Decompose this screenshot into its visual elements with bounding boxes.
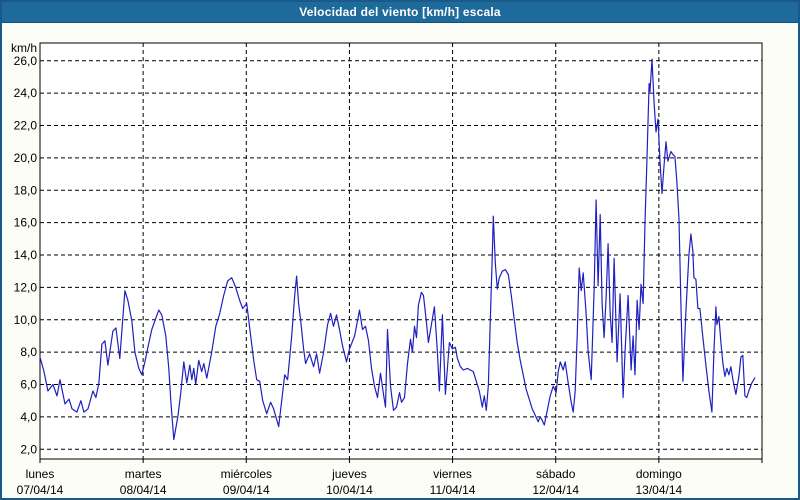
chart-title: Velocidad del viento [km/h] escala	[299, 5, 501, 19]
y-tick-label: 26,0	[14, 54, 38, 68]
y-tick-label: 12,0	[14, 280, 38, 294]
chart-area: 2,0 4,0 6,0 8,0 10,0 12,0 14,0 16,0 18,0 20,0 22,0…	[2, 23, 798, 498]
wind-speed-chart: 2,0 4,0 6,0 8,0 10,0 12,0 14,0 16,0 18,0 20,0 22,0…	[11, 41, 763, 497]
y-tick-label: 8,0	[20, 345, 37, 359]
title-bar: Velocidad del viento [km/h] escala	[2, 2, 798, 23]
y-tick-label: 6,0	[20, 378, 37, 392]
wind-speed-series-line	[39, 58, 756, 441]
x-day-name-label: miércoles	[221, 467, 272, 481]
y-tick-label: 20,0	[14, 151, 38, 165]
x-day-name-label: sábado	[536, 467, 576, 481]
y-tick-label: 22,0	[14, 119, 38, 133]
y-tick-label: 24,0	[14, 86, 38, 100]
x-day-date-label: 09/04/14	[223, 483, 270, 497]
y-axis-unit-label: km/h	[11, 41, 37, 55]
x-day-name-label: lunes	[26, 467, 55, 481]
x-day-date-label: 11/04/14	[430, 483, 476, 497]
x-day-name-label: jueves	[331, 467, 367, 481]
y-tick-label: 14,0	[14, 248, 38, 262]
x-day-name-label: viernes	[433, 467, 472, 481]
y-tick-label: 16,0	[14, 216, 38, 230]
x-day-date-label: 12/04/14	[532, 483, 579, 497]
x-day-date-label: 10/04/14	[326, 483, 373, 497]
plot-background	[39, 42, 763, 460]
x-day-date-label: 07/04/14	[17, 483, 64, 497]
x-day-name-label: martes	[125, 467, 162, 481]
x-day-date-label: 08/04/14	[120, 483, 167, 497]
x-day-date-label: 13/04/14	[635, 483, 682, 497]
y-tick-label: 18,0	[14, 183, 38, 197]
x-day-name-label: domingo	[636, 467, 682, 481]
y-tick-label: 4,0	[20, 410, 37, 424]
y-tick-label: 2,0	[20, 442, 37, 456]
y-tick-label: 10,0	[14, 313, 38, 327]
